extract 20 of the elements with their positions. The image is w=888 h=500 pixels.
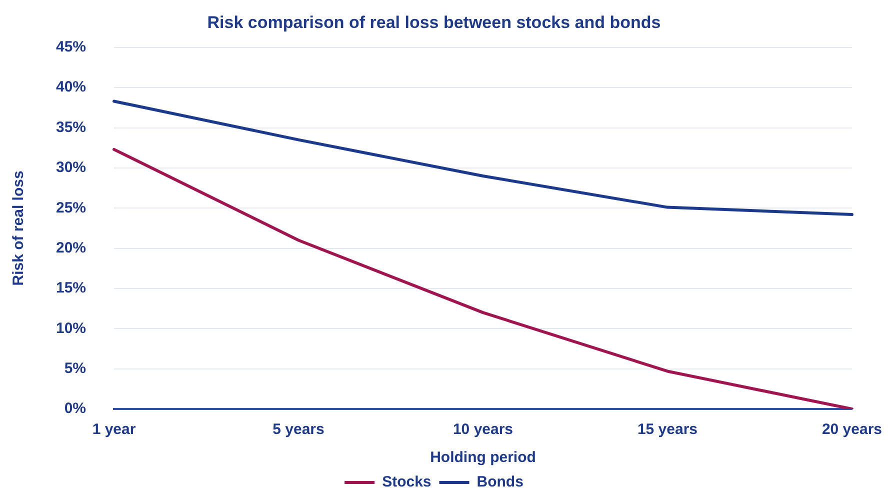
legend-label: Bonds <box>476 474 524 491</box>
y-tick-label: 45% <box>56 38 86 56</box>
x-tick-label: 1 year <box>92 421 136 438</box>
y-tick-label: 20% <box>56 239 86 256</box>
chart-title: Risk comparison of real loss between stocks and bonds <box>207 12 661 32</box>
y-tick-label: 10% <box>56 320 86 337</box>
y-tick-label: 40% <box>56 78 86 96</box>
x-tick-label: 5 years <box>272 421 324 438</box>
x-tick-label: 10 years <box>452 421 514 438</box>
x-axis-title: Holding period <box>430 449 536 466</box>
y-tick-label: 0% <box>64 400 86 418</box>
y-axis-title: Risk of real loss <box>10 170 28 286</box>
y-tick-label: 30% <box>56 159 86 176</box>
y-tick-label: 5% <box>64 360 86 377</box>
legend-label: Stocks <box>382 474 432 491</box>
y-tick-label: 35% <box>56 118 86 136</box>
y-tick-label: 15% <box>56 280 86 297</box>
x-tick-label: 20 years <box>822 421 882 438</box>
y-tick-label: 25% <box>56 199 86 216</box>
x-tick-label: 15 years <box>637 421 698 438</box>
